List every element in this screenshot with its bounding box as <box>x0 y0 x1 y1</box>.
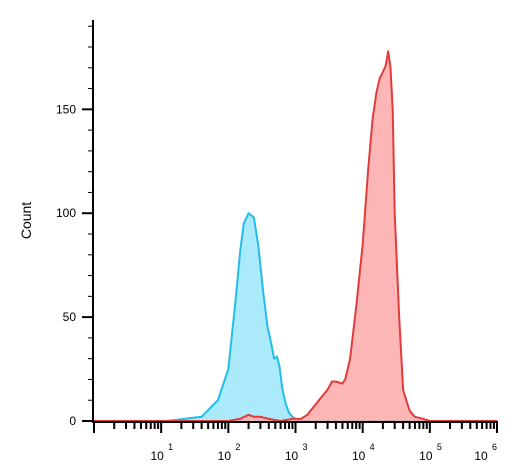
x-tick-exponent: 3 <box>303 442 308 452</box>
y-tick-label: 150 <box>56 102 76 116</box>
x-tick-label: 10 3 <box>285 442 308 463</box>
series-2-line <box>94 50 497 422</box>
x-tick-label: 10 5 <box>419 442 442 463</box>
y-tick-label: 100 <box>56 206 76 220</box>
x-tick-exponent: 1 <box>168 442 173 452</box>
x-tick-exponent: 2 <box>235 442 240 452</box>
x-tick-base: 10 <box>419 449 433 463</box>
x-tick-base: 10 <box>285 449 299 463</box>
x-tick-label: 10 1 <box>150 442 173 463</box>
y-axis-title: Count <box>18 202 34 239</box>
series-layer <box>94 50 497 422</box>
series-2-fill <box>94 51 497 421</box>
x-tick-base: 10 <box>150 449 164 463</box>
series-1-fill <box>94 213 497 421</box>
x-tick-base: 10 <box>474 449 488 463</box>
x-tick-label: 10 6 <box>474 442 497 463</box>
x-tick-exponent: 5 <box>437 442 442 452</box>
x-tick-base: 10 <box>352 449 366 463</box>
x-tick-exponent: 6 <box>492 442 497 452</box>
x-tick-label: 102 <box>218 442 241 463</box>
y-tick-label: 50 <box>63 310 77 324</box>
y-tick-label: 0 <box>69 414 76 428</box>
y-axis-ticks: 0 50 100 150 <box>56 25 93 428</box>
series-1-line <box>94 212 497 422</box>
x-tick-label: 10 4 <box>352 442 375 463</box>
x-tick-base: 10 <box>218 449 232 463</box>
x-tick-exponent: 4 <box>370 442 375 452</box>
